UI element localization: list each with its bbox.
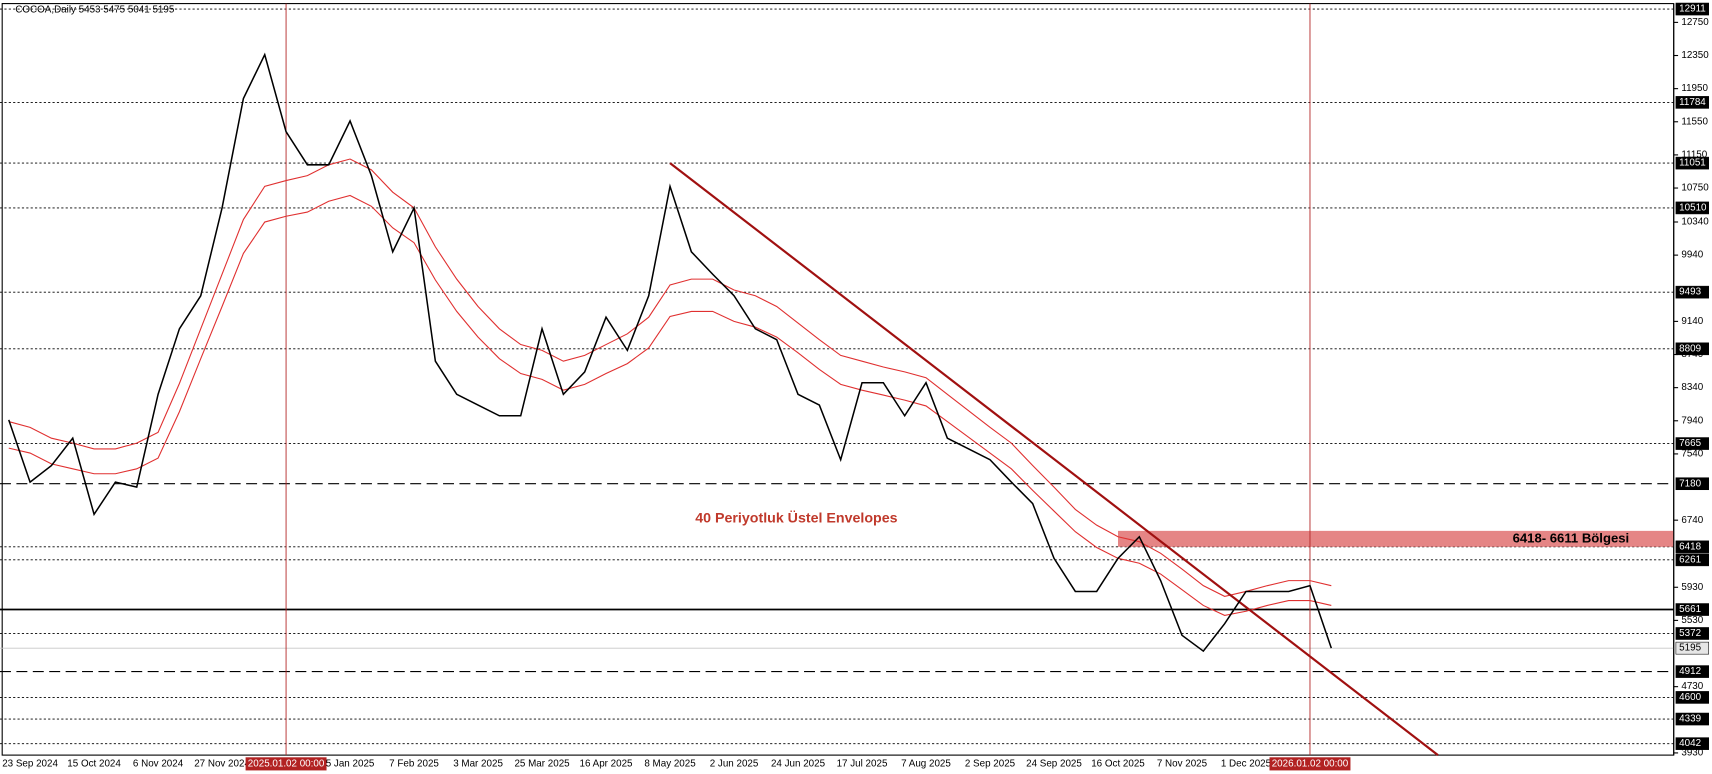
envelope-line [8, 194, 1332, 616]
level-box [1675, 201, 1709, 215]
y-tick-label: 7940 [1681, 415, 1703, 426]
level-label: 4042 [1679, 738, 1701, 749]
x-tick-label: 7 Nov 2025 [1157, 758, 1208, 769]
level-label: 7180 [1679, 478, 1701, 489]
x-tick-label: 2025.01.02 00:00 [248, 758, 325, 769]
x-label-box [1269, 757, 1351, 771]
level-box [1675, 342, 1709, 356]
x-tick-label: 24 Jun 2025 [771, 758, 826, 769]
x-tick-label: 15 Oct 2024 [67, 758, 121, 769]
x-tick-label: 17 Jul 2025 [837, 758, 888, 769]
level-label: 12911 [1679, 4, 1706, 15]
y-tick-label: 11950 [1681, 83, 1708, 94]
level-label: 4600 [1679, 692, 1701, 703]
y-tick-label: 4730 [1681, 681, 1703, 692]
level-box [1675, 627, 1709, 640]
x-tick-label: 25 Mar 2025 [514, 758, 570, 769]
level-label: 11051 [1679, 158, 1706, 169]
y-tick-label: 5530 [1681, 615, 1703, 626]
y-tick-label: 8340 [1681, 382, 1703, 393]
x-tick-label: 3 Mar 2025 [453, 758, 503, 769]
level-box [1675, 156, 1709, 170]
level-box [1675, 641, 1709, 655]
x-label-box [245, 757, 327, 771]
level-box [1675, 691, 1709, 704]
x-tick-label: 8 May 2025 [644, 758, 696, 769]
level-label: 4339 [1679, 714, 1701, 725]
x-tick-label: 16 Apr 2025 [580, 758, 634, 769]
level-label: 10510 [1679, 203, 1707, 214]
annotation: 40 Periyotluk Üstel Envelopes [695, 510, 897, 527]
price-line [8, 52, 1333, 653]
level-label: 6261 [1679, 554, 1701, 565]
level-box [1675, 477, 1709, 491]
y-tick-label: 12350 [1681, 50, 1709, 61]
y-tick-label: 9940 [1681, 250, 1703, 261]
level-box [1675, 553, 1709, 567]
y-tick-label: 9140 [1681, 316, 1703, 327]
x-tick-label: 5 Jan 2025 [326, 758, 375, 769]
level-box [1675, 437, 1709, 450]
level-label: 9493 [1679, 287, 1701, 298]
level-label: 11784 [1679, 97, 1706, 108]
envelope-line [8, 158, 1332, 597]
level-label: 5661 [1679, 604, 1701, 615]
level-label: 6418 [1679, 541, 1701, 552]
x-tick-label: 7 Feb 2025 [389, 758, 439, 769]
y-tick-label: 11150 [1681, 149, 1707, 160]
mid-layer [8, 3, 1674, 756]
x-tick-label: 6 Nov 2024 [133, 758, 184, 769]
y-tick-label: 12750 [1681, 17, 1709, 28]
y-tick-label: 6740 [1681, 515, 1703, 526]
trendline [669, 162, 1439, 756]
level-label: 7665 [1679, 438, 1701, 449]
level-box [1675, 737, 1709, 750]
x-tick-label: 2 Sep 2025 [965, 758, 1016, 769]
y-tick-label: 3930 [1681, 748, 1703, 759]
level-box [1675, 712, 1709, 726]
x-tick-label: 2026.01.02 00:00 [1272, 758, 1349, 769]
y-tick-label: 5930 [1681, 582, 1703, 593]
y-tick-label: 7540 [1681, 449, 1703, 460]
level-label: 8809 [1679, 343, 1701, 354]
x-tick-label: 2 Jun 2025 [710, 758, 759, 769]
x-tick-label: 1 Dec 2025 [1221, 758, 1272, 769]
x-tick-label: 27 Nov 2024 [194, 758, 250, 769]
level-label: 4912 [1679, 666, 1701, 677]
level-box [1675, 285, 1709, 299]
level-label: 5372 [1679, 628, 1701, 639]
x-tick-label: 7 Aug 2025 [901, 758, 951, 769]
level-box [1675, 96, 1709, 109]
plot-frame [1, 3, 1675, 756]
chart-title: COCOA,Daily 5453 5475 5041 5195 [15, 5, 175, 16]
back-layer [0, 8, 1679, 754]
x-tick-label: 16 Oct 2025 [1091, 758, 1145, 769]
x-tick-label: 23 Sep 2024 [2, 758, 58, 769]
x-tick-label: 24 Sep 2025 [1026, 758, 1082, 769]
y-tick-label: 10750 [1681, 183, 1709, 194]
level-box [1675, 665, 1709, 678]
level-box [1675, 2, 1709, 16]
y-tick-label: 10340 [1681, 217, 1709, 228]
zone-label: 6418- 6611 Bölgesi [1513, 530, 1630, 545]
level-box [1675, 540, 1709, 554]
level-label: 5195 [1679, 643, 1701, 654]
level-box [1675, 603, 1709, 616]
y-tick-label: 11550 [1681, 116, 1708, 127]
zone [1117, 530, 1674, 547]
